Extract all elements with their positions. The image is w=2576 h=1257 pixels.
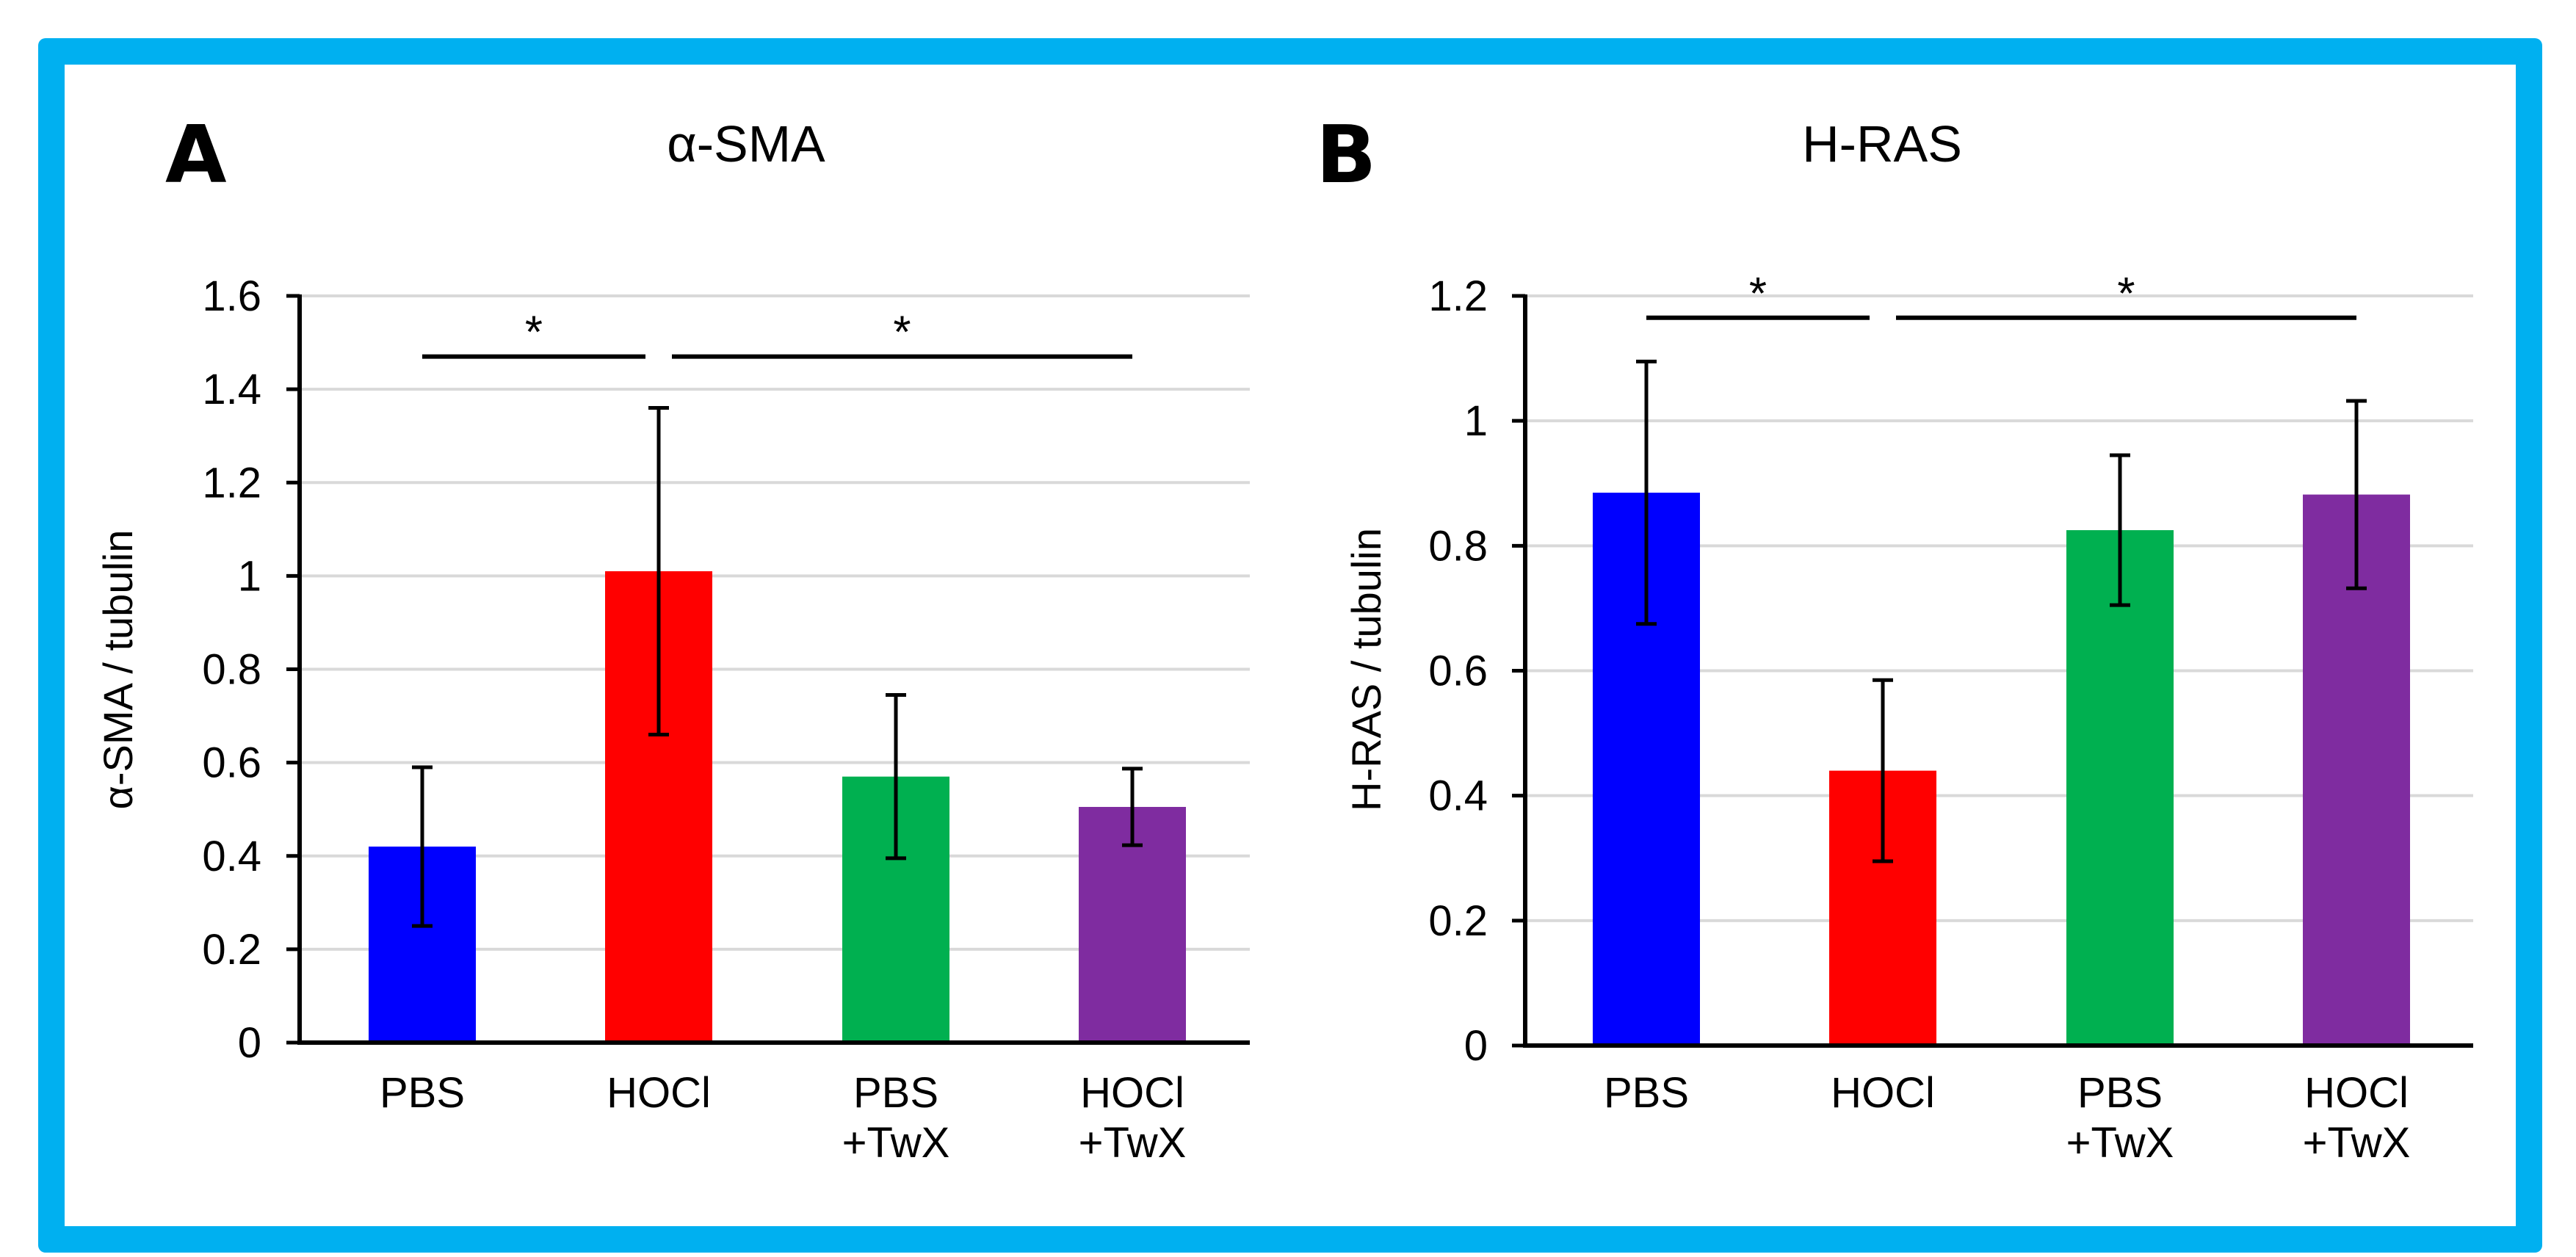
x-category-label: +TwX: [842, 1119, 950, 1167]
x-category-label: +TwX: [1079, 1119, 1187, 1167]
x-category-label: PBS: [380, 1069, 465, 1117]
y-tick-label: 0: [238, 1019, 261, 1067]
y-tick-label: 1.2: [202, 459, 261, 507]
panel-letter: B: [1316, 109, 1376, 201]
y-tick-label: 1.4: [202, 366, 261, 413]
y-tick-label: 1.6: [202, 272, 261, 320]
x-category-label: +TwX: [2066, 1119, 2174, 1167]
significance-asterisk: *: [525, 308, 543, 358]
y-tick-label: 0.6: [202, 739, 261, 787]
significance-asterisk: *: [1749, 269, 1767, 319]
panel-b: B H-RAS H-RAS / tubulin 0 0.2 0.4 0.6 0.8 1 1.2 PB…: [1316, 109, 2473, 1167]
x-category-label: PBS: [1604, 1069, 1689, 1117]
panel-letter: A: [165, 109, 227, 201]
y-tick-label: 0.6: [1428, 648, 1488, 695]
x-category-label: HOCl: [1831, 1069, 1935, 1117]
bar: [2066, 530, 2174, 1046]
y-tick-label: 0.8: [1428, 522, 1488, 570]
significance-asterisk: *: [893, 308, 911, 358]
x-category-label: PBS: [853, 1069, 938, 1117]
y-tick-label: 1: [1464, 397, 1488, 445]
x-category-label: HOCl: [2304, 1069, 2409, 1117]
x-category-label: PBS: [2077, 1069, 2163, 1117]
y-tick-label: 1: [238, 552, 261, 600]
x-category-label: HOCl: [607, 1069, 711, 1117]
y-tick-label: 0.8: [202, 646, 261, 694]
chart-title: α-SMA: [667, 115, 825, 173]
x-category-label: HOCl: [1080, 1069, 1184, 1117]
y-tick-label: 0.2: [202, 926, 261, 974]
y-tick-label: 0.4: [202, 833, 261, 880]
x-category-label: +TwX: [2303, 1119, 2411, 1167]
y-axis-label: H-RAS / tubulin: [1343, 528, 1389, 811]
y-tick-label: 0.2: [1428, 897, 1488, 945]
chart-title: H-RAS: [1802, 115, 1962, 173]
y-tick-label: 0.4: [1428, 772, 1488, 820]
y-tick-label: 0: [1464, 1022, 1488, 1070]
y-axis-label: α-SMA / tubulin: [95, 530, 141, 810]
y-tick-label: 1.2: [1428, 272, 1488, 320]
significance-asterisk: *: [2117, 269, 2135, 319]
